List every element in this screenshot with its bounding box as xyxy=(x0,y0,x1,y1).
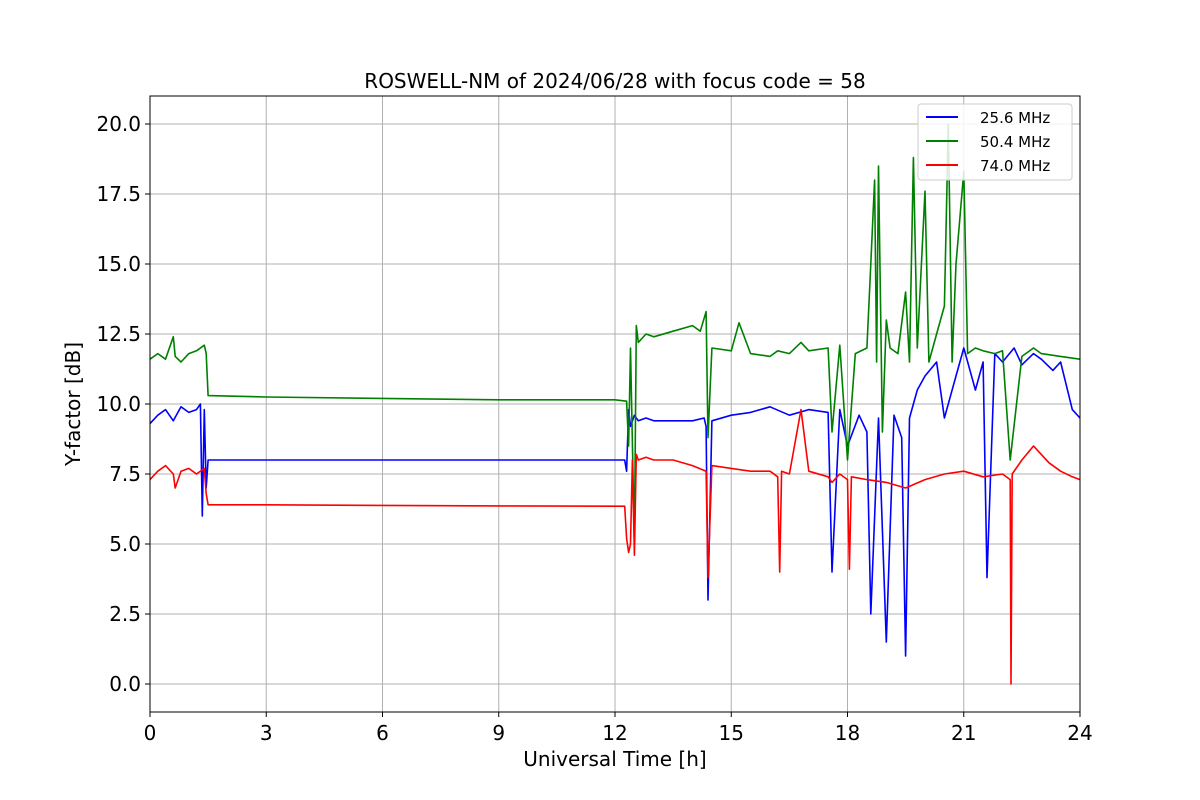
legend-entry: 50.4 MHz xyxy=(980,133,1050,151)
x-axis-ticks: 0 3 6 9 12 15 18 21 24 xyxy=(144,712,1093,745)
x-tick-label: 18 xyxy=(835,721,860,745)
x-tick-label: 24 xyxy=(1067,721,1092,745)
y-tick-label: 7.5 xyxy=(109,462,141,486)
y-tick-label: 2.5 xyxy=(109,602,141,626)
series-line-0 xyxy=(149,347,1081,657)
x-tick-label: 9 xyxy=(492,721,505,745)
legend-entry: 25.6 MHz xyxy=(980,109,1050,127)
series-line-2 xyxy=(149,408,1081,685)
y-tick-label: 12.5 xyxy=(96,322,141,346)
y-tick-label: 10.0 xyxy=(96,392,141,416)
y-tick-label: 15.0 xyxy=(96,252,141,276)
x-tick-label: 3 xyxy=(260,721,273,745)
y-tick-label: 0.0 xyxy=(109,672,141,696)
y-tick-label: 5.0 xyxy=(109,532,141,556)
x-tick-label: 21 xyxy=(951,721,976,745)
y-tick-label: 20.0 xyxy=(96,112,141,136)
x-tick-label: 15 xyxy=(719,721,744,745)
x-tick-label: 12 xyxy=(602,721,627,745)
legend-entry: 74.0 MHz xyxy=(980,157,1050,175)
y-axis-label: Y-factor [dB] xyxy=(61,342,85,467)
x-axis-label: Universal Time [h] xyxy=(523,747,706,771)
y-tick-label: 17.5 xyxy=(96,182,141,206)
legend: 25.6 MHz 50.4 MHz 74.0 MHz xyxy=(917,103,1073,181)
plot-series xyxy=(149,123,1081,685)
x-tick-label: 0 xyxy=(144,721,157,745)
chart-title: ROSWELL-NM of 2024/06/28 with focus code… xyxy=(364,69,865,93)
legend-frame xyxy=(917,103,1073,181)
y-axis-ticks: 0.0 2.5 5.0 7.5 10.0 12.5 15.0 17.5 20.0 xyxy=(96,112,150,696)
series-line-1 xyxy=(149,123,1081,545)
x-tick-label: 6 xyxy=(376,721,389,745)
